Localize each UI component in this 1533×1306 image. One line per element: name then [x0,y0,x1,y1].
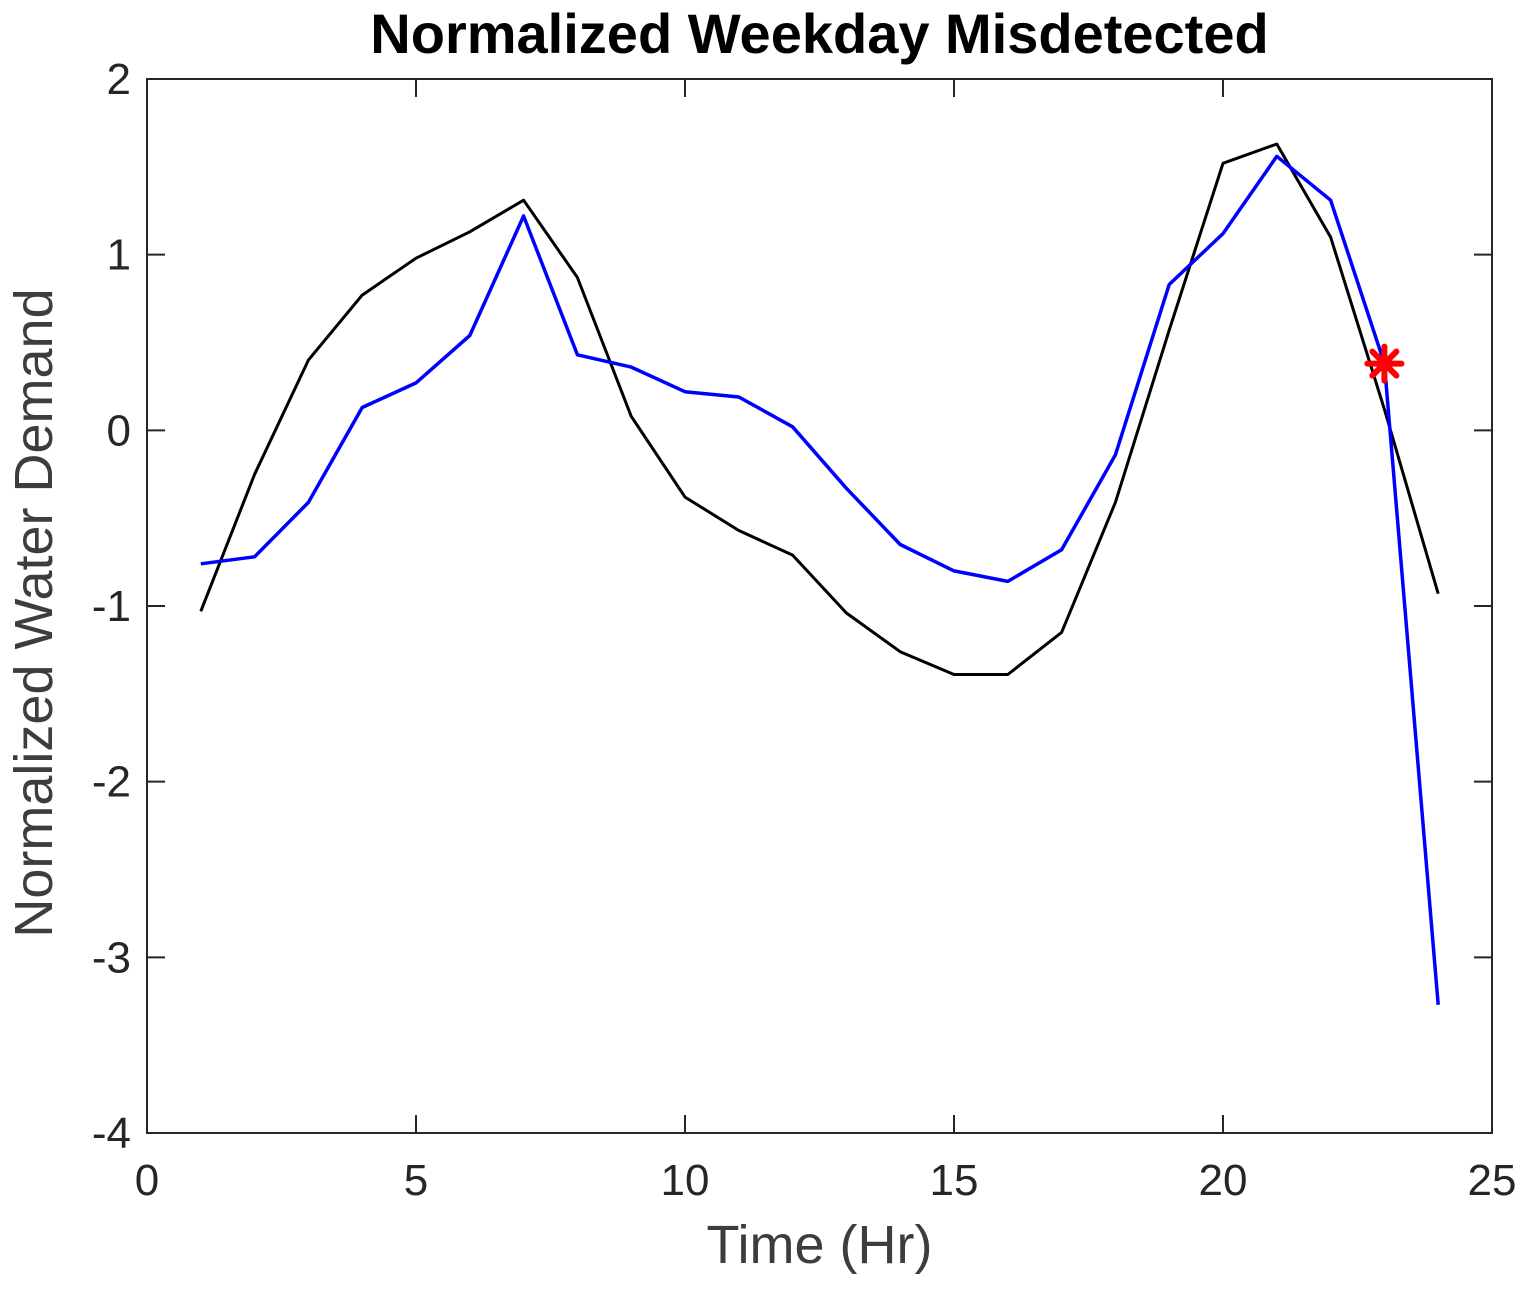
x-tick-label: 10 [661,1156,710,1205]
misdetected-point-marker [1369,348,1400,379]
y-tick-label: -2 [92,758,131,807]
y-tick-label: 1 [107,231,131,280]
x-tick-label: 20 [1199,1156,1248,1205]
y-axis-label: Normalized Water Demand [4,288,64,938]
x-tick-label: 5 [404,1156,428,1205]
x-axis-label: Time (Hr) [706,1215,933,1275]
y-tick-label: -1 [92,582,131,631]
axes-frame [146,78,1493,1134]
y-tick-label: 0 [107,406,131,455]
y-tick-label: -4 [92,1109,131,1158]
black-curve [199,142,1440,676]
x-tick-label: 25 [1468,1156,1517,1205]
y-tick-label: -3 [92,933,131,982]
chart-title: Normalized Weekday Misdetected [370,2,1269,65]
x-tick-label: 0 [135,1156,159,1205]
x-tick-label: 15 [930,1156,979,1205]
y-tick-label: 2 [107,55,131,104]
blue-curve [200,154,1440,1005]
